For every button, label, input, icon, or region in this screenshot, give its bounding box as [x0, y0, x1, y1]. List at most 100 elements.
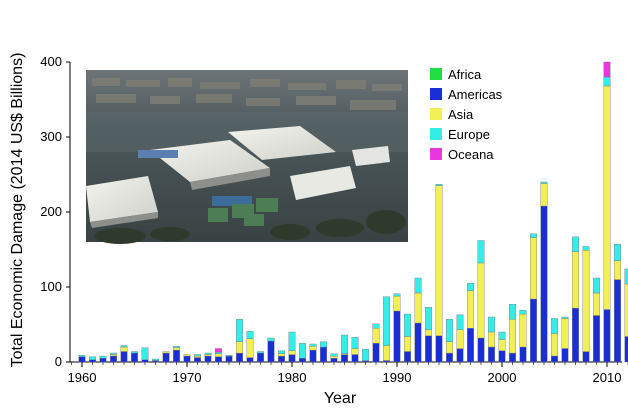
y-tick-label: 400: [40, 54, 62, 69]
legend-label-oceana: Oceana: [448, 147, 494, 162]
bar-1986-asia: [351, 348, 359, 355]
bar-1969-americas: [173, 349, 180, 363]
legend-swatch-asia: [430, 108, 442, 120]
bar-2011-asia: [614, 260, 621, 280]
bar-1984-asia: [330, 355, 338, 359]
bar-2000-europe: [498, 331, 506, 340]
bar-1992-americas: [414, 322, 422, 363]
x-ticks: 1960 1970 1980 1990 2000 2010: [68, 362, 628, 385]
bar-1992-asia: [414, 292, 422, 324]
bar-2000-americas: [498, 350, 506, 363]
bar-1983-americas: [320, 346, 327, 363]
bar-2003-americas: [530, 298, 537, 363]
bar-1970-americas: [183, 355, 191, 363]
bar-1980-europe: [288, 331, 296, 351]
x-tick-label: 1980: [278, 370, 307, 385]
bar-1964-americas: [120, 351, 128, 363]
bar-1984-americas: [330, 358, 338, 363]
x-tick-label: 2010: [593, 370, 622, 385]
bar-1985-americas: [341, 354, 348, 363]
x-axis-title: Year: [324, 390, 357, 407]
bar-1996-asia: [456, 329, 464, 349]
y-tick-label: 300: [40, 129, 62, 144]
bar-2008-americas: [582, 351, 590, 363]
bar-1985-europe: [341, 334, 348, 354]
bar-1993-europe: [425, 307, 432, 330]
bar-1965-americas: [131, 352, 138, 363]
bar-1969-europe: [173, 346, 180, 348]
legend: Africa Americas Asia Europe Oceana: [430, 67, 503, 162]
bar-1982-europe: [309, 343, 317, 347]
bar-2011-americas: [614, 279, 621, 363]
bar-1992-europe: [414, 277, 422, 294]
bar-2002-americas: [519, 346, 527, 363]
bar-1971-asia: [194, 355, 201, 358]
legend-swatch-europe: [430, 128, 442, 140]
bar-1960-americas: [78, 356, 86, 363]
bar-2009-europe: [593, 277, 600, 294]
bar-1972-europe: [204, 352, 212, 355]
bar-1977-europe: [257, 351, 264, 354]
bar-1995-asia: [446, 341, 453, 354]
bar-1989-europe: [383, 296, 390, 346]
bar-1991-europe: [404, 313, 411, 337]
bar-1976-americas: [246, 357, 254, 363]
bars-group: [78, 61, 628, 363]
x-tick-label: 1970: [173, 370, 202, 385]
bar-1980-asia: [288, 350, 296, 355]
bar-1973-americas: [215, 356, 222, 363]
bar-1997-americas: [467, 328, 474, 363]
legend-swatch-americas: [430, 88, 442, 100]
bar-1981-europe: [299, 343, 306, 359]
bar-1994-americas: [435, 335, 443, 363]
bar-1998-americas: [477, 337, 485, 363]
bar-2007-americas: [572, 307, 579, 363]
bar-1976-europe: [246, 331, 254, 339]
bar-2010-asia: [603, 85, 611, 310]
y-tick-label: 200: [40, 204, 62, 219]
bar-2006-asia: [561, 318, 569, 349]
bar-1978-europe: [267, 337, 275, 342]
bar-1993-asia: [425, 329, 432, 336]
bar-2010-oceana: [603, 61, 611, 78]
bar-2004-europe: [540, 181, 548, 184]
bar-1964-asia: [120, 346, 128, 352]
bar-2004-americas: [540, 205, 548, 363]
bar-1999-americas: [488, 346, 495, 363]
bar-1966-europe: [141, 347, 149, 360]
bar-2009-americas: [593, 315, 600, 363]
y-axis-title: Total Economic Damage (2014 US$ Billions…: [9, 53, 26, 368]
bar-2001-europe: [509, 304, 516, 320]
bar-1979-europe: [278, 350, 285, 354]
bar-1961-europe: [89, 356, 96, 360]
bar-1991-asia: [404, 336, 411, 352]
bar-1997-europe: [467, 283, 474, 291]
bar-1975-americas: [236, 352, 243, 363]
y-tick-label: 100: [40, 279, 62, 294]
bar-2005-europe: [551, 318, 558, 334]
bar-2003-europe: [530, 233, 537, 238]
bar-2007-europe: [572, 236, 579, 253]
bar-1994-asia: [435, 185, 443, 337]
bar-1988-asia: [372, 328, 380, 344]
bar-1993-americas: [425, 335, 432, 363]
legend-label-americas: Americas: [448, 87, 503, 102]
bar-1995-americas: [446, 352, 453, 363]
bar-1969-asia: [173, 347, 180, 351]
bar-1999-asia: [488, 331, 495, 348]
bar-2007-asia: [572, 251, 579, 309]
bar-1967-americas: [152, 360, 159, 363]
bar-2003-asia: [530, 237, 537, 300]
bar-1964-europe: [120, 345, 128, 348]
x-tick-label: 2000: [488, 370, 517, 385]
bar-1963-europe: [110, 352, 117, 355]
bar-1990-americas: [393, 310, 401, 363]
bar-1976-asia: [246, 338, 254, 358]
bar-2002-europe: [519, 310, 527, 315]
bar-1982-asia: [309, 346, 317, 351]
bar-1989-americas: [383, 360, 390, 363]
bar-1975-europe: [236, 319, 243, 342]
bar-1968-asia: [162, 351, 170, 354]
legend-label-asia: Asia: [448, 107, 474, 122]
inset-photo: [86, 70, 408, 244]
